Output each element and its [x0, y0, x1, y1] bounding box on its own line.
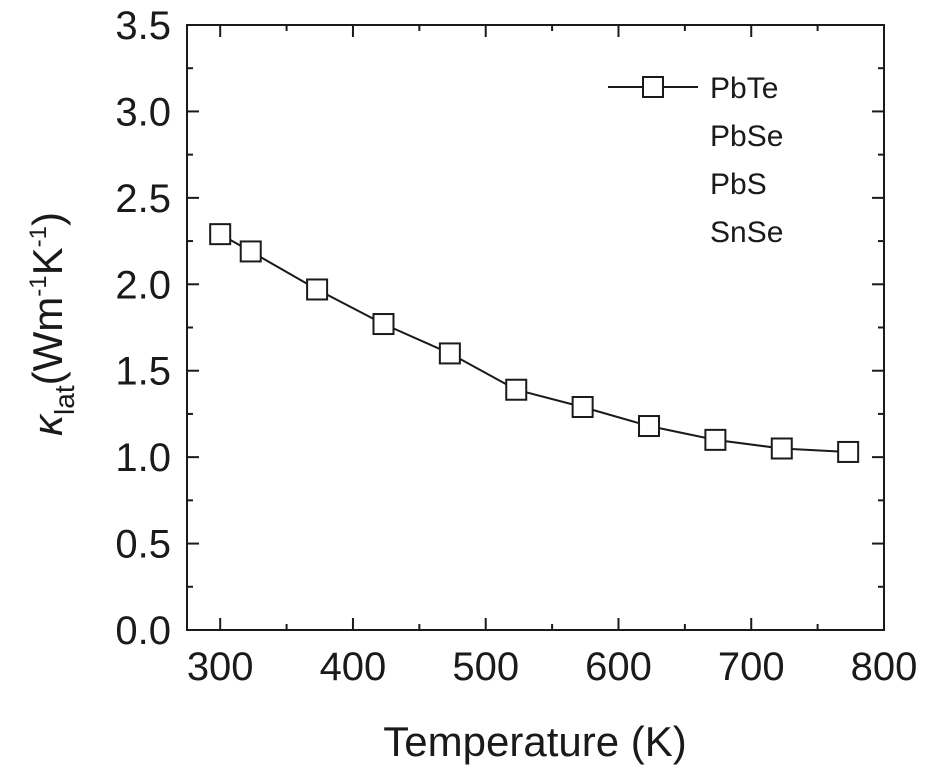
legend-label-pbs: PbS: [710, 168, 767, 201]
legend: PbTe PbSe PbS SnSe: [608, 72, 783, 249]
plot-frame: [186, 24, 885, 631]
svg-text:κlat(Wm-1K-1): κlat(Wm-1K-1): [24, 212, 80, 436]
data-point-pbte-1: [239, 240, 262, 263]
data-point-pbte-10: [837, 440, 860, 463]
y-tick-label-3: 1.5: [115, 350, 171, 394]
data-point-pbte-0: [209, 223, 232, 246]
y-tick-label-2: 1.0: [115, 436, 171, 480]
y-axis-units-close: ): [24, 212, 71, 226]
y-axis-units-open: (Wm: [24, 297, 71, 386]
x-tick-label-5: 800: [851, 645, 918, 689]
y-tick-label-5: 2.5: [115, 177, 171, 221]
x-tick-label-2: 500: [452, 645, 519, 689]
data-point-pbte-5: [505, 378, 528, 401]
y-tick-label-4: 2.0: [115, 263, 171, 307]
series-line-pbte: [219, 233, 849, 453]
data-point-pbte-6: [571, 396, 594, 419]
y-tick-label-1: 0.5: [115, 523, 171, 567]
y-axis-label: κlat(Wm-1K-1): [24, 212, 80, 436]
legend-label-snse: SnSe: [710, 216, 783, 249]
y-tick-label-6: 3.0: [115, 90, 171, 134]
legend-marker-pbte: [642, 76, 664, 98]
x-tick-label-0: 300: [187, 645, 254, 689]
legend-label-pbse: PbSe: [710, 120, 783, 153]
y-axis-symbol: κ: [24, 413, 71, 436]
legend-label-pbte: PbTe: [710, 72, 778, 105]
y-axis-units-mid: K: [24, 247, 71, 275]
x-tick-label-1: 400: [320, 645, 387, 689]
data-point-pbte-4: [438, 342, 461, 365]
data-point-pbte-3: [372, 313, 395, 336]
y-axis-subscript: lat: [49, 385, 80, 415]
data-point-pbte-2: [306, 278, 329, 301]
data-point-pbte-7: [638, 415, 661, 438]
x-tick-label-4: 700: [718, 645, 785, 689]
x-tick-label-3: 600: [585, 645, 652, 689]
y-axis-exponent-2: -1: [25, 226, 52, 247]
x-axis-label: Temperature (K): [383, 718, 686, 765]
y-axis-exponent-1: -1: [25, 275, 52, 296]
y-tick-label-7: 3.5: [115, 4, 171, 48]
data-point-pbte-9: [770, 437, 793, 460]
data-point-pbte-8: [704, 428, 727, 451]
y-tick-label-0: 0.0: [115, 609, 171, 653]
